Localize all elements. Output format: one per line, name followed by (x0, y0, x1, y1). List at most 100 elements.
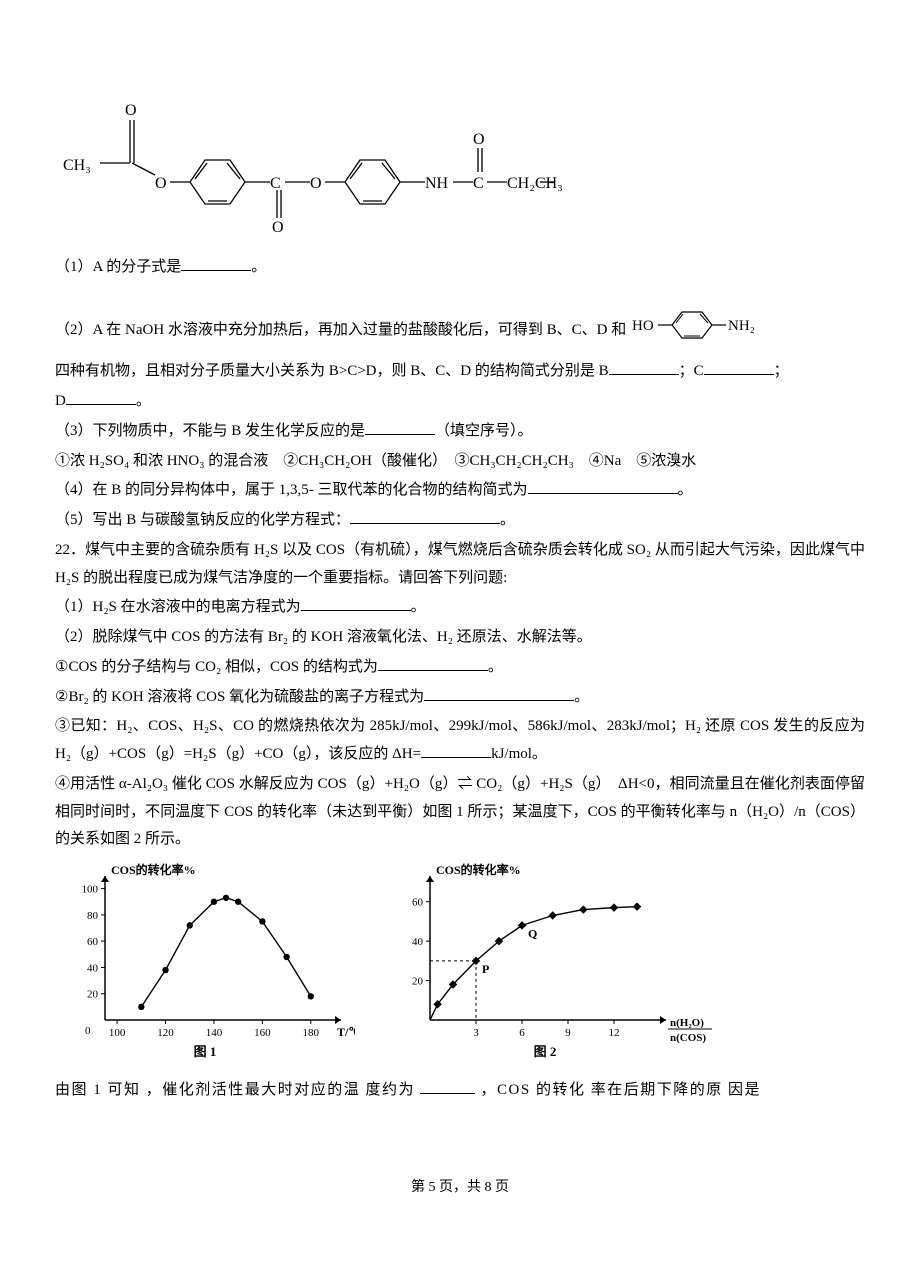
svg-text:O: O (272, 219, 284, 235)
svg-text:O: O (125, 102, 137, 119)
q3-text-a: （3）下列物质中，不能与 B 发生化学反应的是 (55, 423, 365, 439)
svg-text:140: 140 (206, 1027, 223, 1039)
q1-text-b: 。 (251, 259, 266, 275)
page-footer: 第 5 页，共 8 页 (55, 1175, 865, 1201)
svg-text:CH₃: CH₃ (63, 157, 91, 174)
svg-text:n(COS): n(COS) (670, 1032, 706, 1044)
q22-p2: （2）脱除煤气中 COS 的方法有 Br₂ 的 KOH 溶液氧化法、H₂ 还原法… (55, 624, 865, 652)
q3-text-b: （填空序号）。 (435, 423, 533, 439)
q22-p2-4: ④用活性 α-Al₂O₃ 催化 COS 水解反应为 COS（g）+H₂O（g）⇌… (55, 771, 865, 854)
svg-text:60: 60 (412, 897, 424, 909)
q1: （1）A 的分子式是 。 (55, 254, 865, 282)
q5: （5）写出 B 与碳酸氢钠反应的化学方程式： 。 (55, 507, 865, 535)
svg-text:100: 100 (82, 884, 99, 896)
q5-blank (350, 508, 500, 524)
q22-p1-b: 。 (411, 599, 426, 615)
q22-p1-blank (301, 595, 411, 611)
chart1-svg: 20 40 60 80 100 100 120 140 160 180 COS的转化率% T/℃ 图 1… (55, 860, 355, 1060)
q2-text-b: 四种有机物，且相对分子质量大小关系为 B>C>D，则 B、C、D 的结构简式分别… (55, 363, 609, 379)
q3: （3）下列物质中，不能与 B 发生化学反应的是 （填空序号）。 (55, 418, 865, 446)
q2-line3: D。 (55, 388, 865, 416)
svg-text:160: 160 (254, 1027, 271, 1039)
q22-p1-a: （1）H₂S 在水溶液中的电离方程式为 (55, 599, 301, 615)
q3-options: ①浓 H₂SO₄ 和浓 HNO₃ 的混合液 ②CH₃CH₂OH（酸催化） ③CH… (55, 448, 865, 476)
q1-blank (181, 255, 251, 271)
q22-p2-3: ③已知：H₂、COS、H₂S、CO 的燃烧热依次为 285kJ/mol、299k… (55, 713, 865, 769)
svg-text:100: 100 (109, 1027, 126, 1039)
q22-p2-2a: ②Br₂ 的 KOH 溶液将 COS 氧化为硫酸盐的离子方程式为 (55, 689, 424, 705)
svg-text:20: 20 (87, 989, 99, 1001)
q2-line2: 四种有机物，且相对分子质量大小关系为 B>C>D，则 B、C、D 的结构简式分别… (55, 358, 865, 386)
svg-text:n(H₂O): n(H₂O) (670, 1017, 704, 1029)
q22-intro: 22．煤气中主要的含硫杂质有 H₂S 以及 COS（有机硫），煤气燃烧后含硫杂质… (55, 537, 865, 593)
svg-text:6: 6 (519, 1027, 525, 1039)
q22-p2-3b: kJ/mol。 (491, 746, 547, 762)
q-final-b: ，COS 的转化 率在后期下降的原 因是 (475, 1082, 761, 1098)
svg-text:C: C (473, 175, 484, 192)
svg-text:C: C (270, 175, 281, 192)
q4-text-a: （4）在 B 的同分异构体中，属于 1,3,5- 三取代苯的化合物的结构简式为 (55, 482, 528, 498)
chemical-structure: CH₃ O O C O O NH C O (55, 60, 865, 246)
svg-text:40: 40 (87, 962, 99, 974)
svg-text:P: P (482, 962, 489, 976)
svg-text:COS的转化率%: COS的转化率% (436, 862, 521, 877)
q-final-blank (420, 1078, 475, 1094)
svg-text:9: 9 (565, 1027, 571, 1039)
q22-p2-1b: 。 (488, 659, 503, 675)
q2-text-f: 。 (136, 393, 151, 409)
q22-p2-1-blank (378, 655, 488, 671)
q2-text-a: （2）A 在 NaOH 水溶液中充分加热后，再加入过量的盐酸酸化后，可得到 B、… (55, 321, 626, 337)
q22-p2-3-blank (421, 742, 491, 758)
svg-text:180: 180 (303, 1027, 320, 1039)
q2-text-e: D (55, 393, 66, 409)
svg-text:Q: Q (528, 926, 537, 940)
q2-blank-b (609, 359, 679, 375)
svg-text:O: O (473, 131, 485, 148)
q2-line1: （2）A 在 NaOH 水溶液中充分加热后，再加入过量的盐酸酸化后，可得到 B、… (55, 304, 865, 357)
chart2-svg: 20 40 60 3 6 9 12 COS的转化率% n(H₂O) n(COS) P Q 图 2 (385, 860, 715, 1060)
q2-blank-d (66, 389, 136, 405)
chart2: 20 40 60 3 6 9 12 COS的转化率% n(H₂O) n(COS) P Q 图 2 (385, 860, 715, 1071)
q5-text-b: 。 (500, 512, 515, 528)
svg-text:T/℃: T/℃ (337, 1025, 355, 1039)
svg-text:NH: NH (425, 175, 449, 192)
q4-text-b: 。 (678, 482, 693, 498)
q-final: 由图 1 可知 ，催化剂活性最大时对应的温 度约为 ，COS 的转化 率在后期下… (55, 1077, 865, 1105)
chart1: 20 40 60 80 100 100 120 140 160 180 COS的转化率% T/℃ 图 1… (55, 860, 355, 1071)
svg-text:HO: HO (632, 318, 654, 334)
svg-text:O: O (155, 175, 167, 192)
svg-text:O: O (310, 175, 322, 192)
svg-text:20: 20 (412, 976, 424, 988)
svg-text:120: 120 (157, 1027, 174, 1039)
svg-text:80: 80 (87, 910, 99, 922)
svg-text:图 1: 图 1 (194, 1044, 217, 1059)
q2-text-c: ；C (679, 363, 704, 379)
svg-text:CH₃: CH₃ (535, 175, 563, 192)
charts-row: 20406080100100120140160180COS的转化率%T/℃图 1… (55, 860, 865, 1071)
svg-text:60: 60 (87, 936, 99, 948)
svg-text:0: 0 (85, 1025, 91, 1037)
q4-blank (528, 478, 678, 494)
q22-p2-1a: ①COS 的分子结构与 CO₂ 相似，COS 的结构式为 (55, 659, 378, 675)
q2-text-d: ； (774, 363, 789, 379)
q22-p2-1: ①COS 的分子结构与 CO₂ 相似，COS 的结构式为 。 (55, 654, 865, 682)
q3-blank (365, 419, 435, 435)
q22-p2-2: ②Br₂ 的 KOH 溶液将 COS 氧化为硫酸盐的离子方程式为 。 (55, 684, 865, 712)
q22-p2-2-blank (424, 685, 574, 701)
q2-blank-c (704, 359, 774, 375)
svg-text:3: 3 (473, 1027, 479, 1039)
q4: （4）在 B 的同分异构体中，属于 1,3,5- 三取代苯的化合物的结构简式为 。 (55, 477, 865, 505)
svg-text:图 2: 图 2 (534, 1044, 557, 1059)
q22-p2-2b: 。 (574, 689, 589, 705)
svg-text:NH₂: NH₂ (728, 318, 755, 334)
q5-text-a: （5）写出 B 与碳酸氢钠反应的化学方程式： (55, 512, 350, 528)
q-final-a: 由图 1 可知 ，催化剂活性最大时对应的温 度约为 (55, 1082, 420, 1098)
svg-text:COS的转化率%: COS的转化率% (111, 862, 196, 877)
structure-svg: CH₃ O O C O O NH C O (55, 60, 575, 235)
q22-p1: （1）H₂S 在水溶液中的电离方程式为 。 (55, 594, 865, 622)
q1-text-a: （1）A 的分子式是 (55, 259, 181, 275)
svg-text:12: 12 (609, 1027, 620, 1039)
svg-text:CH₂: CH₂ (507, 175, 535, 192)
phenol-structure: HO NH₂ (630, 304, 770, 357)
svg-text:40: 40 (412, 936, 424, 948)
